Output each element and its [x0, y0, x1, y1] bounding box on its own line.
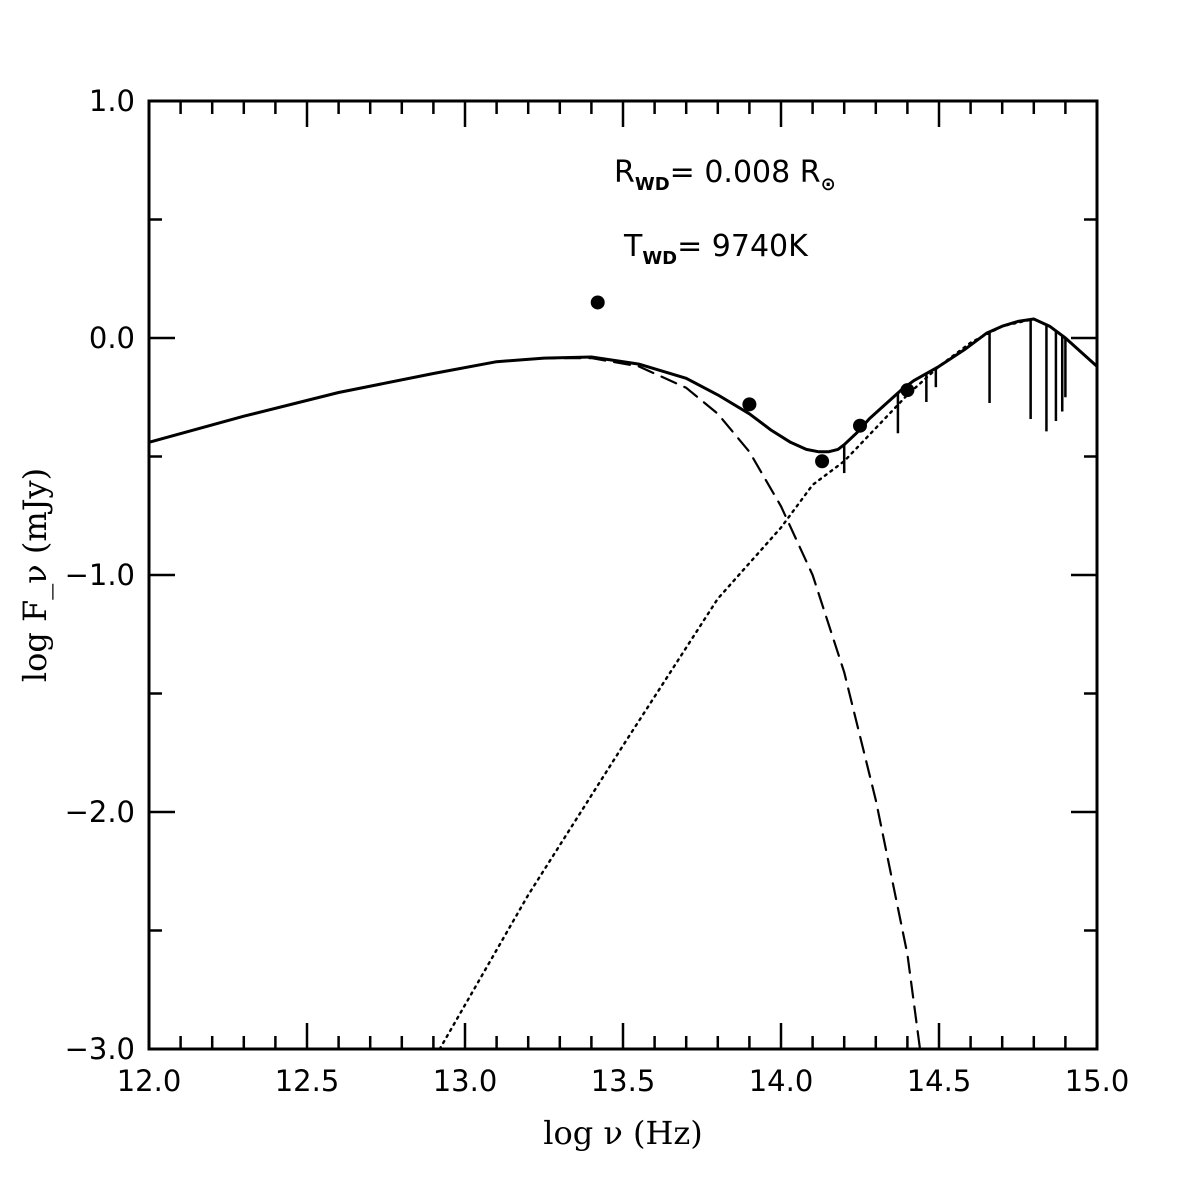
series-dotted-line	[438, 317, 1097, 1049]
plot-area	[149, 295, 1097, 1049]
x-tick-label: 12.5	[275, 1064, 340, 1098]
series-dashed-line	[149, 357, 922, 1049]
x-tick-label: 15.0	[1065, 1064, 1130, 1098]
y-tick-label: 0.0	[89, 321, 135, 355]
annotation-radius-text: = 0.008 R	[670, 155, 821, 190]
annotation-radius-sub: WD	[635, 174, 670, 195]
observed-point	[742, 397, 757, 412]
y-tick-label: −3.0	[65, 1032, 135, 1066]
observed-point	[853, 418, 867, 433]
plot-frame	[147, 99, 1099, 1051]
series-layer	[149, 317, 1097, 1049]
y-tick-label: −2.0	[65, 795, 135, 829]
data-points	[590, 295, 915, 469]
tick-labels: 12.0 12.5 13.0 13.5 14.0 14.5 15.0 1.0 0.0 −1.0 −2…	[65, 84, 1130, 1098]
x-tick-label: 12.0	[117, 1064, 182, 1098]
observed-point	[900, 383, 915, 398]
y-tick-label: −1.0	[65, 558, 135, 592]
observed-point	[590, 295, 605, 310]
svg-text:TWD= 9740K: TWD= 9740K	[623, 229, 809, 269]
x-tick-label: 14.5	[907, 1064, 972, 1098]
svg-text:RWD= 0.008 R⊙: RWD= 0.008 R⊙	[614, 155, 836, 195]
x-tick-label: 14.0	[749, 1064, 814, 1098]
x-tick-label: 13.5	[591, 1064, 656, 1098]
x-axis-label: log ν (Hz)	[543, 1114, 703, 1152]
annotation-temperature-sub: WD	[642, 248, 677, 269]
annotation-radius: RWD= 0.008 R⊙	[614, 155, 836, 195]
annotation-temperature-main: T	[623, 229, 643, 264]
y-tick-label: 1.0	[89, 84, 135, 118]
observed-point	[815, 454, 830, 469]
annotation-temperature: TWD= 9740K	[623, 229, 809, 269]
sun-symbol-icon: ⊙	[821, 174, 836, 195]
x-tick-label: 13.0	[433, 1064, 498, 1098]
axis-ticks	[149, 101, 1097, 1049]
y-axis-label: log F_ν (mJy)	[16, 468, 54, 682]
annotation-temperature-text: = 9740K	[677, 229, 809, 264]
annotation-radius-main: R	[614, 155, 635, 190]
